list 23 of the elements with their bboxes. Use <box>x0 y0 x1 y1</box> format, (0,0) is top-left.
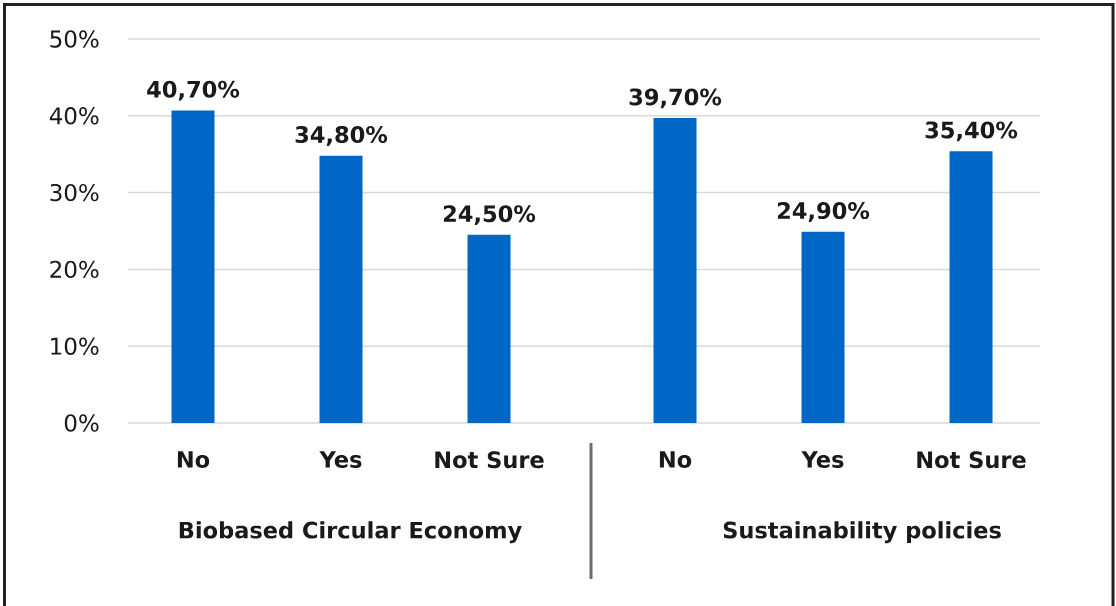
bar <box>171 110 215 423</box>
x-tick-label: Not Sure <box>435 451 544 469</box>
x-axis-title: Biobased Circular Economy <box>179 521 522 544</box>
y-tick-label: 0% <box>64 414 99 432</box>
y-tick-label: 10% <box>51 337 99 355</box>
y-tick-label: 20% <box>50 260 99 279</box>
x-axis-title: Sustainability policies <box>723 521 1001 544</box>
data-label: 40,70% <box>147 80 240 101</box>
x-tick-label: Not Sure <box>917 451 1026 469</box>
data-label: 24,50% <box>443 205 536 226</box>
x-tick-label: No <box>659 451 692 468</box>
data-label: 24,90% <box>777 202 870 222</box>
data-label: 35,40% <box>925 121 1018 142</box>
bar <box>319 155 363 423</box>
bar <box>467 234 511 423</box>
y-tick-label: 50% <box>50 30 99 48</box>
x-tick-label: Yes <box>319 451 362 468</box>
x-tick-label: Yes <box>801 451 844 468</box>
data-label: 39,70% <box>629 88 722 109</box>
y-tick-label: 30% <box>50 183 99 202</box>
x-tick-label: No <box>177 451 210 468</box>
data-label: 34,80% <box>295 126 388 146</box>
y-tick-label: 40% <box>49 107 99 125</box>
